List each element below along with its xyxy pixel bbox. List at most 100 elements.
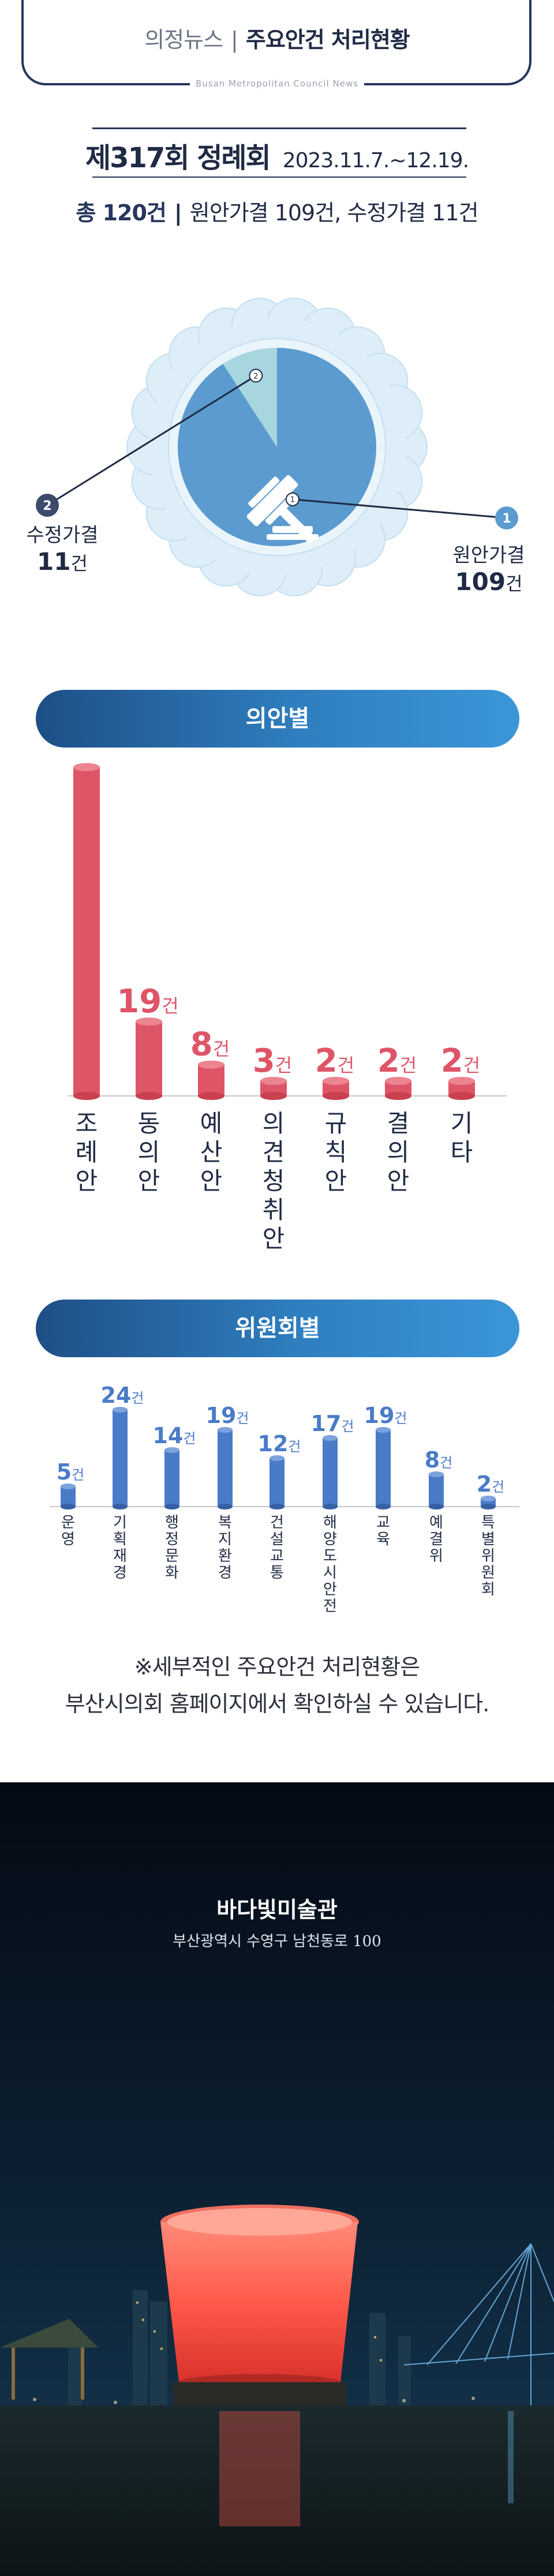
- bar-value-label: 19건: [364, 1403, 407, 1428]
- pie-label-original-unit: 건: [506, 573, 523, 595]
- museum-title: 바다빛미술관: [216, 1897, 338, 1922]
- bar-cap: [260, 1077, 287, 1085]
- pie-slice-original: [178, 347, 377, 546]
- bar-base: [218, 1504, 233, 1509]
- section-title-by-committee: 위원회별: [36, 1300, 519, 1357]
- page-title: 주요안건 처리현황: [245, 27, 410, 52]
- bar: [269, 1458, 285, 1507]
- bar-value-label: 2건: [441, 1042, 480, 1080]
- pie-legend-marker: [495, 506, 518, 530]
- pie-slice-marker: [249, 369, 263, 383]
- bar-value-label: 2건: [477, 1471, 505, 1497]
- bar-cap: [198, 1060, 224, 1069]
- bar-group: 3건의 견 청 취 안: [253, 1042, 292, 1253]
- pie-label-amended-unit: 건: [70, 553, 88, 574]
- bar: [198, 1064, 224, 1096]
- header-title: 의정뉴스 | 주요안건 처리현황: [0, 22, 554, 54]
- bar-cap: [164, 1447, 179, 1453]
- bar-cap: [376, 1427, 391, 1433]
- bar-value-label: 14건: [153, 1423, 196, 1448]
- header-category: 의정뉴스: [144, 27, 223, 52]
- bar-group: 2건결 의 안: [377, 1042, 417, 1195]
- pie-slice-amended: [223, 348, 277, 447]
- session-heading: 제317회 정례회 2023.11.7.~12.19.: [0, 135, 554, 175]
- totals-detail: 원안가결 109건, 수정가결 11건: [189, 200, 479, 226]
- bar: [218, 1430, 233, 1507]
- header-frame: [21, 0, 531, 85]
- bar-cap: [61, 1484, 76, 1489]
- bar-value-label: 2건: [377, 1042, 417, 1080]
- bar-group: 8건예 산 안: [190, 1026, 230, 1195]
- pie-label-amended-text: 수정가결: [26, 524, 99, 547]
- bar-value-label: 8건: [425, 1447, 453, 1473]
- bar-value-label: 19건: [206, 1403, 249, 1428]
- pie-label-original-value: 109: [455, 568, 506, 596]
- bar-base: [448, 1092, 475, 1100]
- session-period: 2023.11.7.~12.19.: [282, 149, 469, 172]
- bar-cap: [73, 763, 100, 771]
- bar-base: [385, 1092, 411, 1100]
- header-subtitle: Busan Metropolitan Council News: [0, 78, 554, 89]
- bar-base: [376, 1504, 391, 1509]
- pie-label-original-text: 원안가결: [452, 544, 525, 567]
- bar-group: 2건특 별 위 원 회: [477, 1471, 505, 1598]
- bar-cap: [448, 1077, 475, 1085]
- bar-base: [73, 1092, 100, 1100]
- bar-value-label: 2건: [315, 1042, 354, 1080]
- bar-group: 5건운 영: [57, 1459, 85, 1548]
- section-title-by-type: 의안별: [36, 690, 519, 748]
- pie-legend-marker-label: 2: [43, 499, 51, 513]
- pie-slice-marker: [285, 492, 300, 506]
- pie-slice-marker-label: 1: [290, 496, 295, 505]
- bar-group: 8건예 결 위: [425, 1447, 453, 1565]
- bar: [61, 1486, 76, 1507]
- bar: [113, 1410, 128, 1507]
- bar-base: [198, 1092, 224, 1100]
- bar-group: 2건규 칙 안: [315, 1042, 354, 1195]
- bar: [73, 767, 100, 1096]
- bar-group: 84건조례안: [54, 761, 116, 1195]
- bar-value-label: 8건: [190, 1026, 230, 1064]
- bar-value-label: 17건: [311, 1411, 354, 1436]
- pie-slice-marker-label: 2: [253, 372, 258, 381]
- bar: [164, 1450, 179, 1507]
- pie-leader-line: [292, 498, 507, 519]
- session-name: 제317회 정례회: [85, 142, 271, 174]
- gavel-icon: [246, 475, 319, 543]
- bar-cap: [218, 1427, 233, 1433]
- bar-base: [136, 1092, 162, 1100]
- bar-base: [260, 1092, 287, 1100]
- bar-cap: [385, 1077, 411, 1085]
- header-separator: |: [231, 27, 238, 52]
- session-rule-bottom: [92, 177, 466, 178]
- pie-leader-line: [47, 375, 257, 506]
- bar-value-label: 5건: [57, 1459, 85, 1485]
- museum-photo: [0, 1782, 554, 2576]
- pie-label-amended: 수정가결 11건: [22, 519, 103, 576]
- bar-base: [269, 1504, 285, 1509]
- bar-base: [429, 1504, 444, 1509]
- bar-cap: [136, 1017, 162, 1026]
- bar-base: [164, 1504, 179, 1509]
- totals-line: 총 120건 | 원안가결 109건, 수정가결 11건: [0, 195, 554, 227]
- bar-group: 2건기 타: [441, 1042, 480, 1166]
- session-rule-top: [92, 127, 466, 129]
